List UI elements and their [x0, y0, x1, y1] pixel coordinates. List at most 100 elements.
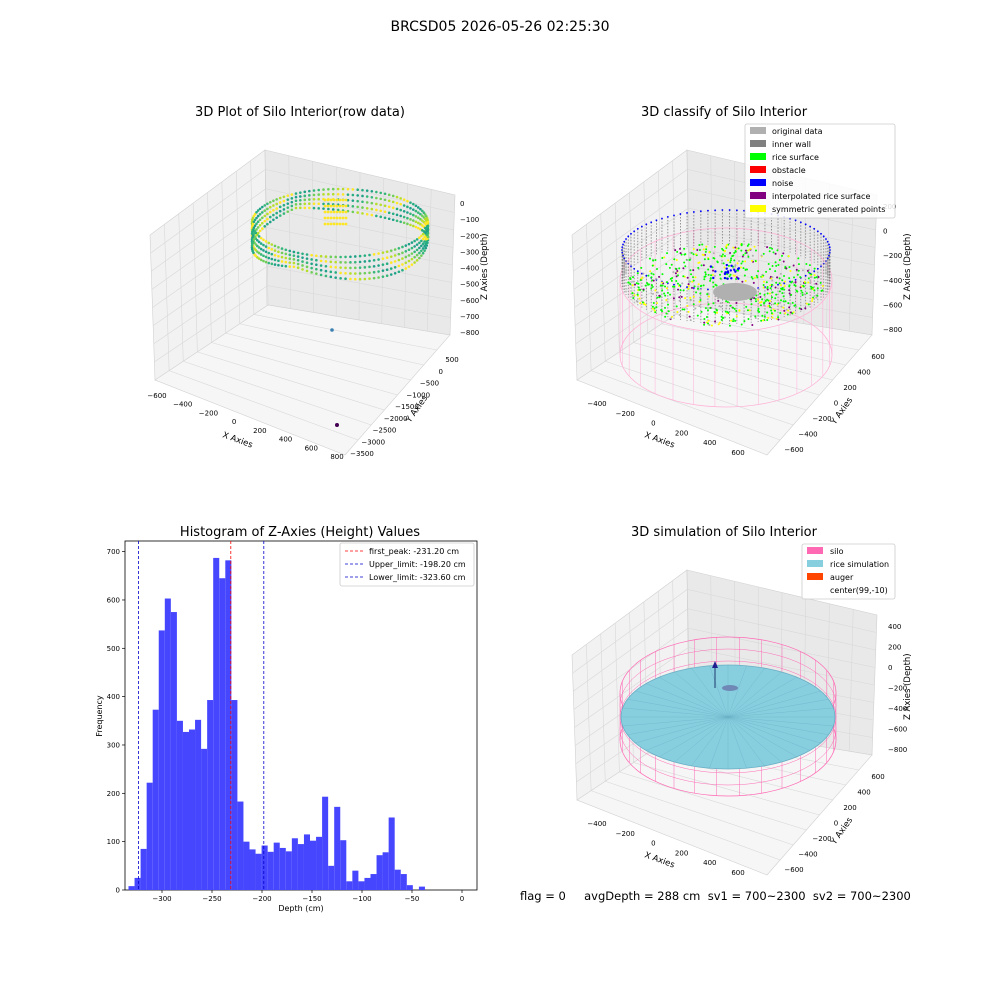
raw-x-tick: −600 — [147, 392, 166, 400]
classified-point — [666, 291, 669, 294]
raw-point — [393, 248, 397, 251]
rice-mesh — [727, 716, 811, 751]
grid-line — [152, 246, 268, 326]
classified-point — [703, 323, 706, 326]
legend-swatch — [807, 573, 823, 580]
classified-point — [689, 299, 692, 302]
raw-point — [404, 250, 408, 253]
noise-point — [627, 235, 630, 238]
rice-mesh — [727, 690, 821, 718]
raw-point — [420, 244, 423, 248]
raw-point — [383, 198, 387, 202]
noise-point — [733, 268, 736, 271]
raw-point — [303, 198, 307, 202]
classified-point — [699, 285, 702, 288]
classified-point — [792, 311, 795, 314]
classified-point — [716, 311, 719, 314]
raw-point — [252, 226, 256, 229]
classified-point — [788, 266, 791, 269]
classified-point — [722, 249, 725, 252]
raw-point — [290, 200, 294, 204]
classified-point — [751, 254, 754, 257]
raw-point — [299, 202, 302, 206]
classified-point — [766, 246, 769, 249]
classified-point — [743, 274, 746, 277]
raw-point — [389, 249, 393, 252]
raw-point — [426, 224, 430, 228]
histogram-bar — [388, 817, 395, 890]
raw-point — [407, 254, 411, 257]
noise-point — [725, 267, 728, 270]
legend-swatch — [750, 192, 766, 199]
raw-point — [257, 240, 261, 244]
grid-line — [689, 265, 874, 301]
raw-point — [361, 188, 364, 192]
raw-point — [381, 251, 385, 254]
classified-point — [670, 263, 673, 266]
raw-point — [268, 200, 272, 204]
raw-point — [322, 202, 325, 206]
raw-point — [294, 203, 298, 206]
classify-z-tick: −400 — [883, 277, 902, 285]
classified-point — [733, 259, 736, 262]
raw-point — [415, 248, 419, 252]
simulation-x-tick: 0 — [651, 840, 655, 848]
raw-point — [255, 233, 258, 237]
classified-point — [777, 263, 780, 266]
classified-point — [655, 306, 658, 309]
raw-point — [424, 242, 428, 246]
classified-point — [726, 244, 729, 247]
grid-line — [675, 314, 859, 351]
raw-point — [385, 274, 389, 277]
classified-point — [761, 275, 764, 278]
raw-point — [268, 220, 272, 224]
classified-point — [734, 250, 737, 253]
classified-point — [771, 276, 774, 279]
classified-point — [767, 316, 770, 319]
raw-point — [407, 242, 411, 246]
raw-point — [317, 193, 321, 196]
classified-point — [817, 276, 820, 279]
auger-tip — [712, 661, 718, 668]
classified-point — [631, 294, 634, 297]
simulation-z-tick: 0 — [888, 664, 892, 672]
raw-point — [370, 195, 374, 199]
classified-point — [707, 293, 710, 296]
classified-point — [782, 300, 785, 303]
classified-point — [736, 262, 739, 265]
noise-point — [726, 271, 730, 274]
raw-point — [288, 249, 292, 253]
classify-x-tick: −400 — [587, 400, 606, 408]
legend-label: symmetric generated points — [772, 205, 885, 214]
histogram-xlabel: Depth (cm) — [278, 904, 323, 913]
raw-point — [263, 219, 267, 223]
classified-point — [735, 301, 738, 304]
classified-point — [637, 282, 640, 285]
histogram-bar — [152, 709, 159, 890]
classified-point — [778, 290, 781, 293]
classified-point — [771, 265, 774, 268]
x-tick-label: −150 — [302, 895, 321, 903]
raw-point — [411, 202, 415, 206]
raw-point — [415, 243, 419, 246]
classify-z-tick: −600 — [883, 301, 902, 309]
raw-point — [344, 222, 348, 226]
raw-point — [319, 254, 323, 258]
raw-point — [415, 253, 419, 257]
classified-point — [746, 309, 749, 312]
histogram-bar — [370, 874, 377, 890]
noise-point — [661, 217, 663, 220]
raw-point — [423, 244, 426, 248]
classified-point — [813, 289, 816, 292]
classified-point — [686, 276, 689, 279]
classified-point — [785, 267, 788, 270]
raw-point — [404, 255, 408, 259]
raw-z-tick: −100 — [460, 216, 479, 224]
raw-point — [284, 252, 288, 256]
raw-point — [393, 254, 397, 257]
classified-point — [783, 285, 786, 288]
classified-point — [634, 283, 637, 286]
raw-point — [288, 253, 292, 257]
classified-point — [735, 277, 738, 280]
rice-mesh — [674, 671, 729, 718]
